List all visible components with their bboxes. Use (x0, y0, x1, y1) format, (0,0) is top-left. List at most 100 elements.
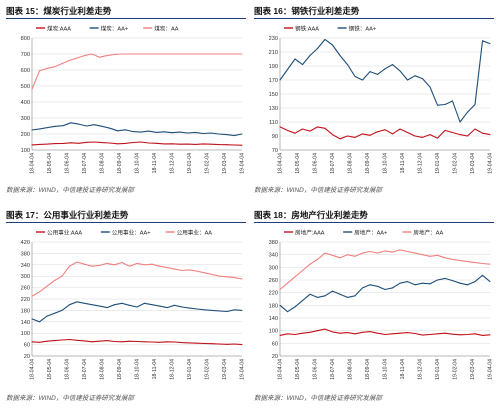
data-point (467, 333, 468, 335)
data-point (144, 53, 145, 55)
data-point (171, 143, 173, 145)
data-point (422, 254, 423, 256)
data-point (159, 265, 160, 267)
data-point (482, 132, 483, 134)
data-point (317, 296, 318, 298)
x-tick-label: 19-04-04 (488, 359, 494, 380)
data-point (91, 265, 93, 267)
real-estate-spread-chart: 房地产:AAA 房地产：AA+ 房地产：AA 20 60 100 140 180 220 260 3… (269, 229, 494, 380)
data-point (384, 129, 386, 131)
data-point (39, 291, 40, 293)
data-point (392, 133, 393, 135)
data-point (339, 293, 341, 295)
data-point (179, 143, 181, 145)
data-point (140, 131, 142, 133)
legend-entry: 煤炭：AA+ (89, 25, 128, 33)
data-point (459, 282, 461, 284)
series-line-2 (31, 261, 243, 297)
data-point (91, 341, 93, 343)
data-point (452, 280, 453, 282)
data-point (474, 333, 476, 335)
data-point (129, 304, 130, 306)
y-tick-label: 170 (269, 78, 278, 84)
x-tick-label: 18-10-04 (383, 153, 389, 174)
x-tick-label: 18-11-04 (152, 153, 158, 173)
y-tick-label: 90 (272, 134, 278, 140)
chart-panel-steel: 图表 16：钢铁行业利差走势 钢铁:AAA 钢铁：AA+ 70 90 110 130 150… (254, 4, 494, 204)
data-point (121, 302, 123, 304)
data-point (362, 133, 363, 135)
data-point (93, 141, 95, 143)
data-point (294, 58, 296, 60)
y-tick-label: 700 (21, 52, 30, 58)
data-point (377, 252, 378, 254)
legend-label: 公用事业：AA (177, 229, 213, 237)
data-point (39, 341, 40, 343)
data-point (61, 339, 63, 341)
legend-label: 房地产：AA+ (354, 229, 387, 237)
data-point (309, 263, 311, 265)
data-point (414, 75, 416, 77)
data-point (46, 315, 48, 317)
data-point (384, 289, 386, 290)
x-tick-label: 19-04-04 (240, 153, 246, 174)
data-point (444, 332, 446, 334)
data-point (189, 53, 190, 55)
data-point (241, 133, 243, 135)
x-tick-label: 18-10-04 (383, 359, 389, 380)
x-tick-label: 18-05-04 (295, 153, 301, 174)
data-point (129, 340, 130, 342)
data-point (121, 262, 123, 264)
x-tick-label: 18-11-04 (400, 153, 406, 173)
x-tick-label: 18-09-04 (365, 359, 371, 380)
data-point (69, 338, 70, 340)
data-point (414, 135, 416, 137)
data-point (129, 265, 130, 267)
data-point (302, 270, 303, 271)
data-point (187, 143, 189, 145)
data-point (317, 330, 318, 332)
y-tick-label: 380 (21, 251, 30, 257)
y-tick-label: 500 (21, 84, 30, 90)
data-point (84, 302, 85, 304)
data-point (309, 55, 311, 56)
data-point (99, 340, 100, 342)
y-tick-label: 340 (269, 253, 278, 259)
series-line-2 (31, 53, 242, 90)
data-point (31, 144, 33, 146)
x-tick-label: 18-04-04 (30, 153, 36, 174)
data-point (211, 53, 213, 55)
data-point (159, 53, 160, 55)
data-point (144, 264, 145, 266)
series-line-0 (279, 126, 491, 140)
data-point (109, 142, 111, 144)
x-tick-label: 18-04-04 (278, 153, 284, 174)
data-point (85, 125, 87, 127)
data-point (202, 143, 204, 145)
x-tick-label: 18-06-04 (65, 359, 71, 380)
y-tick-label: 190 (269, 64, 278, 70)
data-point (226, 311, 228, 313)
data-point (106, 55, 108, 57)
data-point (204, 342, 205, 344)
data-point (302, 64, 303, 66)
data-point (234, 53, 235, 55)
data-point (225, 134, 227, 136)
y-tick-label: 260 (21, 286, 30, 292)
data-point (241, 309, 243, 311)
data-point (339, 55, 341, 56)
data-point (399, 249, 401, 251)
data-point (294, 306, 296, 308)
data-point (384, 250, 386, 252)
data-point (369, 71, 371, 73)
x-tick-label: 18-07-04 (82, 359, 88, 380)
y-tick-label: 150 (269, 92, 278, 98)
data-point (377, 73, 378, 75)
legend-entry: 煤炭：AA (143, 25, 179, 33)
data-point (211, 273, 213, 275)
data-point (84, 55, 85, 57)
data-point (324, 38, 326, 40)
data-point (347, 332, 348, 334)
data-point (332, 134, 333, 136)
legend-entry: 公用事业：AA+ (100, 229, 151, 237)
